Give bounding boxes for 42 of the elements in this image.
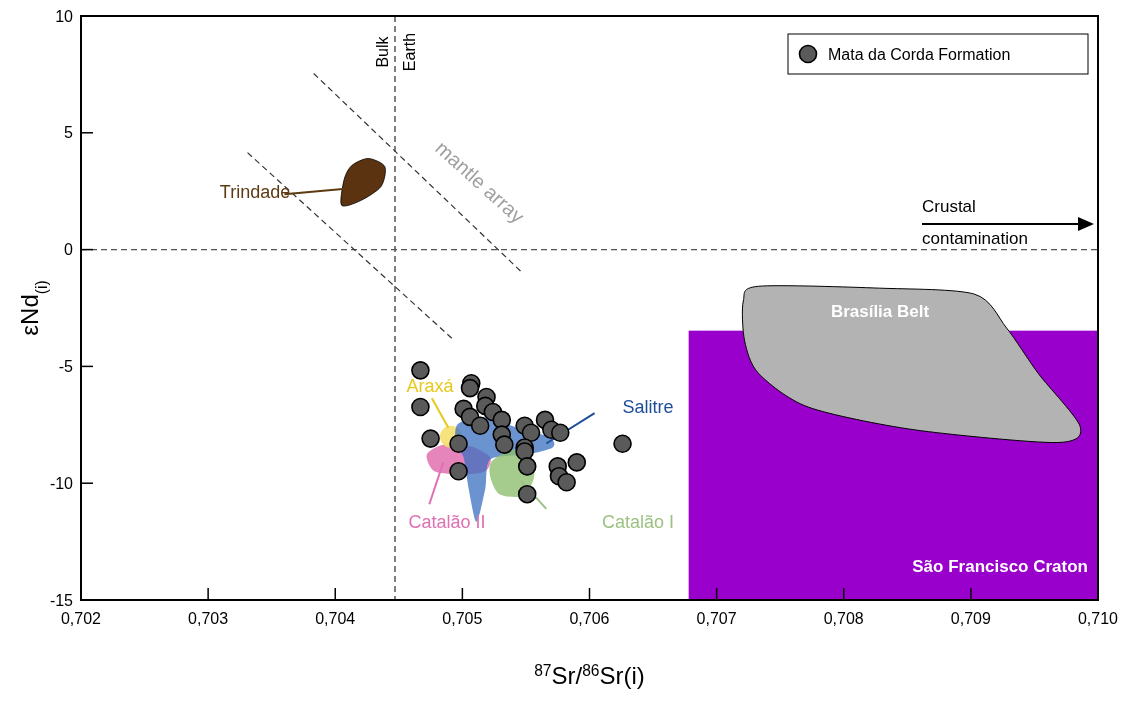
annotation: Brasília Belt: [830, 301, 930, 321]
point: [613, 434, 632, 454]
y-tick-label: -5: [58, 357, 74, 375]
annotation: Araxá: [406, 376, 455, 396]
annotation: Catalão I: [601, 512, 675, 532]
point: [421, 429, 440, 448]
ref-line-label: Bulk Earth: [374, 32, 418, 72]
y-tick-label: -15: [49, 591, 74, 609]
annotation: Trindade: [219, 182, 291, 202]
point: [449, 434, 468, 454]
x-tick-label: 0,709: [950, 610, 991, 627]
annotation: Crustal contamination: [922, 197, 1028, 248]
x-tick-label: 0,704: [315, 610, 356, 627]
y-tick-label: -10: [49, 474, 74, 492]
x-tick-label: 0,708: [823, 610, 864, 627]
point: [449, 461, 468, 481]
point: [515, 442, 534, 461]
point: [470, 416, 490, 436]
point: [521, 423, 541, 443]
legend-label: Mata da Corda Formation: [828, 45, 1011, 63]
point: [411, 397, 430, 417]
annotation: Salitre: [622, 397, 674, 417]
annotation: Catalão II: [408, 512, 486, 532]
x-tick-label: 0,710: [1077, 610, 1119, 627]
point: [557, 472, 576, 492]
point: [567, 453, 587, 472]
point: [517, 484, 537, 504]
point: [550, 423, 570, 443]
point: [517, 457, 537, 476]
point: [411, 361, 430, 380]
y-tick-label: 10: [55, 7, 74, 25]
y-tick-label: 0: [64, 241, 74, 259]
x-tick-label: 0,702: [60, 610, 102, 627]
x-axis-title: $^{87}$Sr/$^{86}$Sr(i): [534, 661, 645, 689]
point: [460, 378, 480, 398]
x-tick-label: 0,706: [569, 610, 610, 627]
annotation: São Francisco Craton: [912, 556, 1088, 576]
x-tick-label: 0,707: [696, 610, 737, 627]
y-tick-label: 5: [64, 124, 74, 142]
point: [495, 435, 514, 454]
x-tick-label: 0,703: [188, 610, 229, 627]
x-tick-label: 0,705: [442, 610, 483, 627]
